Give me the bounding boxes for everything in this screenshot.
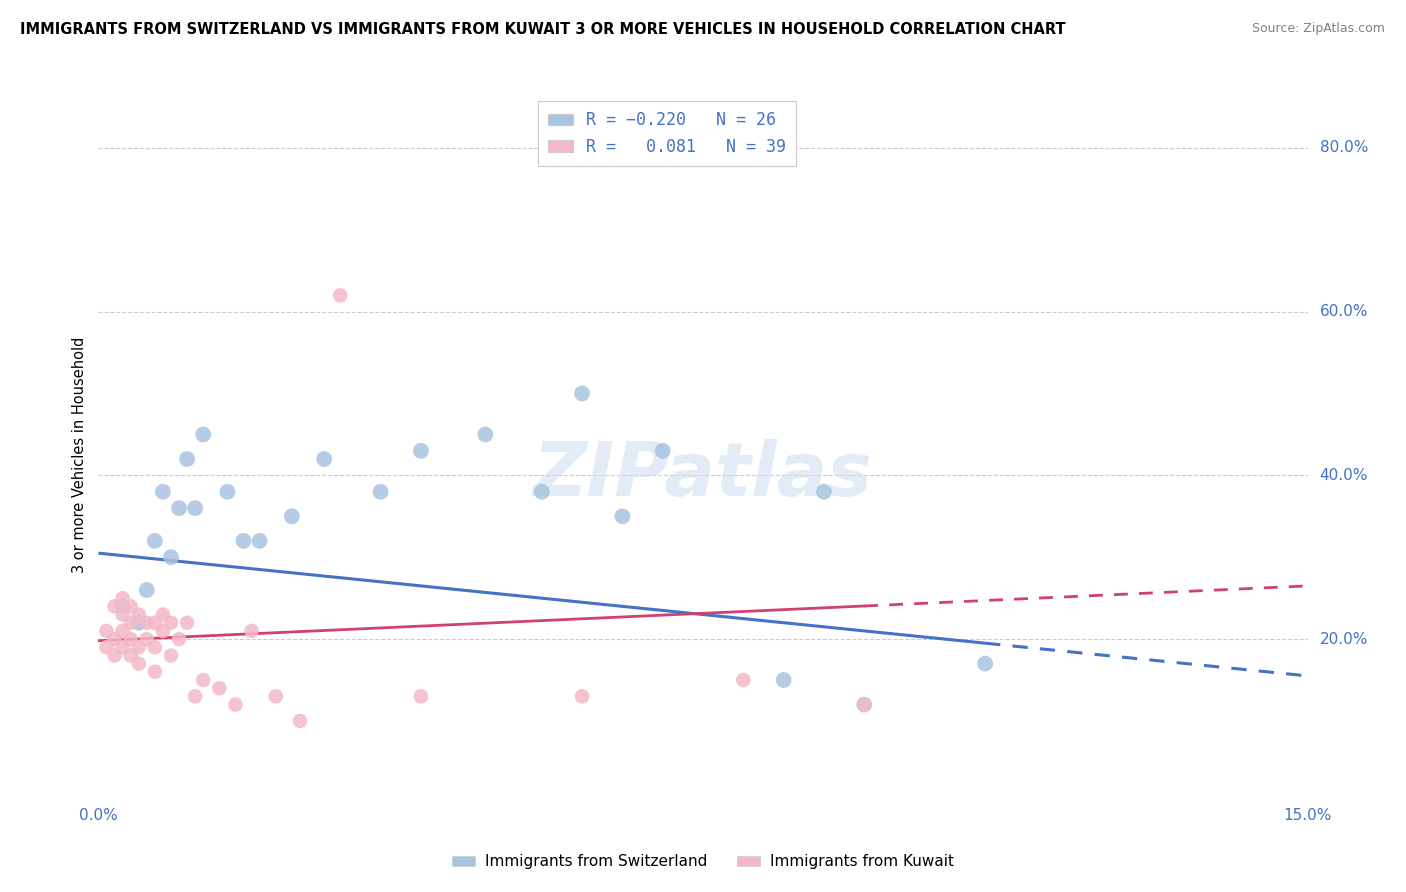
Point — [314, 452, 336, 467]
Point — [103, 632, 125, 646]
Point — [288, 714, 311, 728]
Point — [571, 386, 593, 401]
Point — [143, 665, 166, 679]
Point — [111, 599, 134, 614]
Point — [96, 624, 118, 638]
Text: 40.0%: 40.0% — [1320, 468, 1368, 483]
Point — [240, 624, 263, 638]
Text: ZIPatlas: ZIPatlas — [533, 439, 873, 512]
Y-axis label: 3 or more Vehicles in Household: 3 or more Vehicles in Household — [72, 337, 87, 573]
Point — [120, 615, 142, 630]
Point — [409, 690, 432, 704]
Point — [167, 632, 190, 646]
Point — [853, 698, 876, 712]
Point — [143, 615, 166, 630]
Point — [193, 673, 215, 687]
Point — [135, 582, 157, 597]
Point — [111, 591, 134, 606]
Point — [103, 648, 125, 663]
Point — [651, 443, 673, 458]
Point — [111, 640, 134, 655]
Point — [128, 640, 150, 655]
Point — [184, 501, 207, 516]
Point — [96, 640, 118, 655]
Point — [329, 288, 352, 302]
Point — [474, 427, 496, 442]
Text: 80.0%: 80.0% — [1320, 140, 1368, 155]
Point — [120, 648, 142, 663]
Point — [160, 550, 183, 565]
Point — [120, 599, 142, 614]
Point — [135, 615, 157, 630]
Point — [128, 657, 150, 671]
Point — [193, 427, 215, 442]
Point — [160, 648, 183, 663]
Point — [152, 624, 174, 638]
Text: IMMIGRANTS FROM SWITZERLAND VS IMMIGRANTS FROM KUWAIT 3 OR MORE VEHICLES IN HOUS: IMMIGRANTS FROM SWITZERLAND VS IMMIGRANT… — [20, 22, 1066, 37]
Point — [217, 484, 239, 499]
Point — [167, 501, 190, 516]
Point — [120, 632, 142, 646]
Point — [160, 615, 183, 630]
Point — [530, 484, 553, 499]
Point — [184, 690, 207, 704]
Point — [264, 690, 287, 704]
Point — [224, 698, 246, 712]
Point — [135, 632, 157, 646]
Point — [612, 509, 634, 524]
Point — [152, 484, 174, 499]
Point — [176, 452, 198, 467]
Point — [208, 681, 231, 696]
Text: 60.0%: 60.0% — [1320, 304, 1368, 319]
Point — [143, 533, 166, 548]
Point — [370, 484, 392, 499]
Point — [772, 673, 794, 687]
Legend: Immigrants from Switzerland, Immigrants from Kuwait: Immigrants from Switzerland, Immigrants … — [446, 848, 960, 875]
Point — [571, 690, 593, 704]
Point — [176, 615, 198, 630]
Point — [232, 533, 254, 548]
Point — [853, 698, 876, 712]
Point — [143, 640, 166, 655]
Legend: R = −0.220   N = 26, R =   0.081   N = 39: R = −0.220 N = 26, R = 0.081 N = 39 — [537, 102, 796, 166]
Text: 20.0%: 20.0% — [1320, 632, 1368, 647]
Text: Source: ZipAtlas.com: Source: ZipAtlas.com — [1251, 22, 1385, 36]
Point — [409, 443, 432, 458]
Point — [249, 533, 271, 548]
Point — [128, 615, 150, 630]
Point — [128, 607, 150, 622]
Point — [103, 599, 125, 614]
Point — [111, 624, 134, 638]
Point — [813, 484, 835, 499]
Point — [733, 673, 755, 687]
Point — [152, 607, 174, 622]
Point — [111, 607, 134, 622]
Point — [974, 657, 997, 671]
Point — [281, 509, 304, 524]
